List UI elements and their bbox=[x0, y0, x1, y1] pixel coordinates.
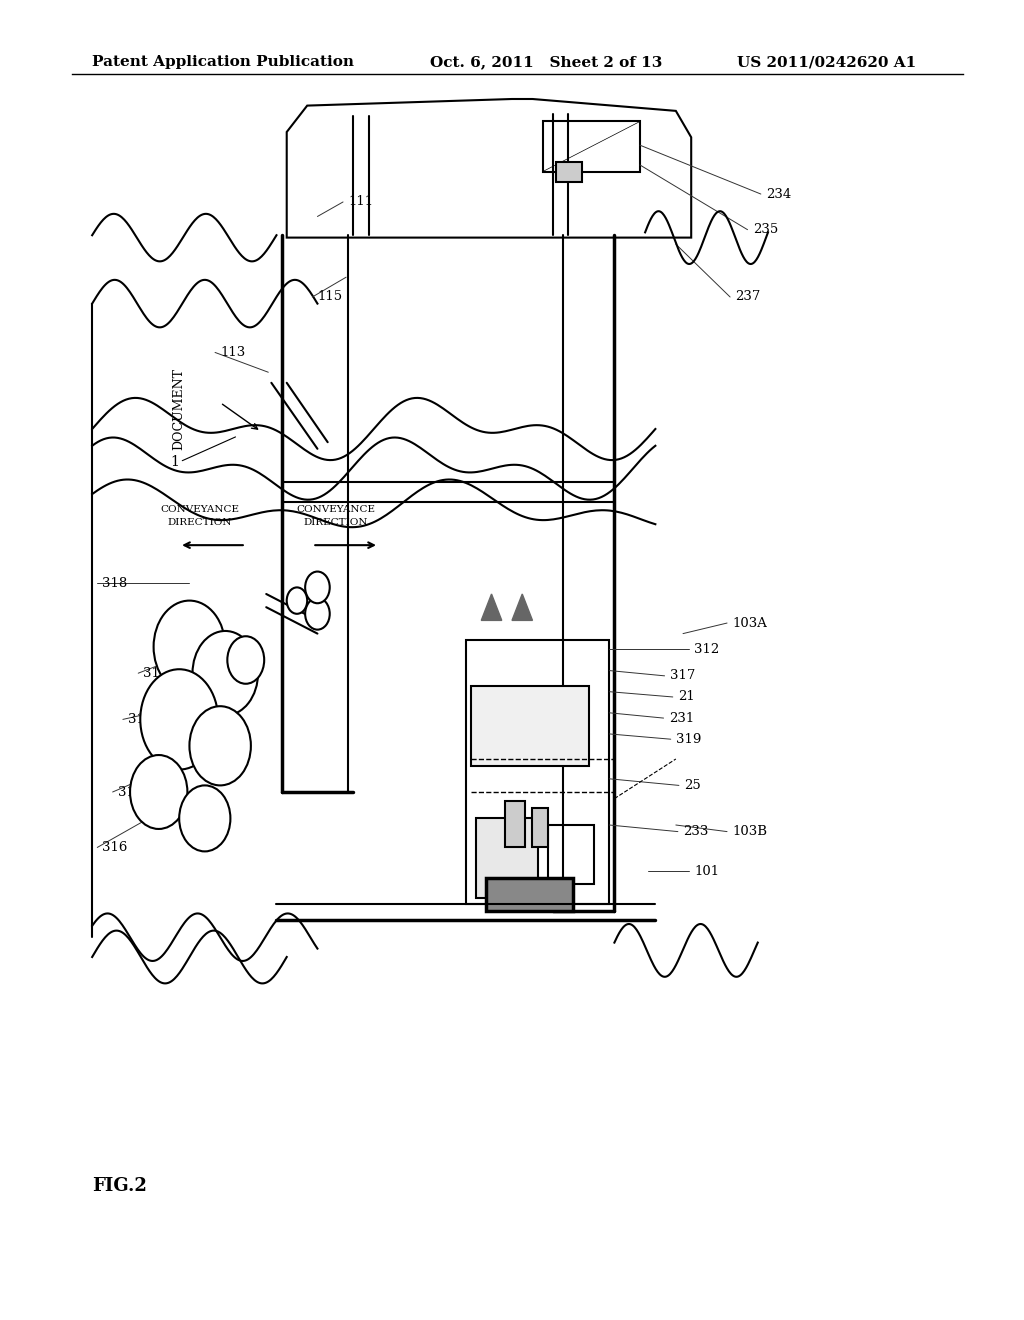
Circle shape bbox=[189, 706, 251, 785]
Text: 318: 318 bbox=[102, 577, 128, 590]
PathPatch shape bbox=[287, 99, 691, 238]
Text: CONVEYANCE: CONVEYANCE bbox=[160, 506, 240, 513]
Bar bbox=[556, 162, 582, 182]
Text: 103B: 103B bbox=[732, 825, 767, 838]
Text: Oct. 6, 2011   Sheet 2 of 13: Oct. 6, 2011 Sheet 2 of 13 bbox=[430, 55, 663, 70]
Text: 315: 315 bbox=[118, 785, 143, 799]
Text: 25: 25 bbox=[684, 779, 700, 792]
Text: US 2011/0242620 A1: US 2011/0242620 A1 bbox=[737, 55, 916, 70]
Circle shape bbox=[179, 785, 230, 851]
Text: 233: 233 bbox=[683, 825, 709, 838]
Bar bbox=[532, 808, 548, 847]
Circle shape bbox=[305, 572, 330, 603]
Bar bbox=[548, 825, 594, 884]
Text: 231: 231 bbox=[669, 711, 694, 725]
Text: DIRECTION: DIRECTION bbox=[168, 519, 231, 527]
Text: 235: 235 bbox=[753, 223, 778, 236]
Text: 312: 312 bbox=[694, 643, 720, 656]
Text: 1: 1 bbox=[170, 455, 179, 469]
Text: 313: 313 bbox=[143, 667, 169, 680]
Text: DOCUMENT: DOCUMENT bbox=[173, 368, 185, 450]
Text: 317: 317 bbox=[670, 669, 695, 682]
Circle shape bbox=[227, 636, 264, 684]
Circle shape bbox=[154, 601, 225, 693]
Text: 237: 237 bbox=[735, 290, 761, 304]
Text: 316: 316 bbox=[102, 841, 128, 854]
Text: FIG.2: FIG.2 bbox=[92, 1177, 147, 1196]
Text: 311: 311 bbox=[128, 713, 154, 726]
Bar bbox=[486, 878, 573, 911]
Circle shape bbox=[130, 755, 187, 829]
Circle shape bbox=[305, 598, 330, 630]
Text: 113: 113 bbox=[220, 346, 246, 359]
Bar bbox=[476, 818, 538, 898]
Text: 115: 115 bbox=[317, 290, 343, 304]
Text: 103A: 103A bbox=[732, 616, 767, 630]
Bar bbox=[543, 121, 640, 172]
Text: 234: 234 bbox=[766, 187, 792, 201]
Circle shape bbox=[287, 587, 307, 614]
Text: 101: 101 bbox=[694, 865, 720, 878]
Text: 111: 111 bbox=[348, 195, 374, 209]
Circle shape bbox=[140, 669, 218, 770]
Text: CONVEYANCE: CONVEYANCE bbox=[296, 506, 376, 513]
Bar bbox=[471, 686, 589, 766]
Bar bbox=[505, 801, 525, 847]
Text: DIRECTION: DIRECTION bbox=[304, 519, 368, 527]
Text: Patent Application Publication: Patent Application Publication bbox=[92, 55, 354, 70]
Polygon shape bbox=[481, 594, 502, 620]
Text: 21: 21 bbox=[678, 690, 694, 704]
Bar bbox=[466, 640, 609, 904]
Text: 319: 319 bbox=[676, 733, 701, 746]
Polygon shape bbox=[512, 594, 532, 620]
Circle shape bbox=[193, 631, 258, 715]
